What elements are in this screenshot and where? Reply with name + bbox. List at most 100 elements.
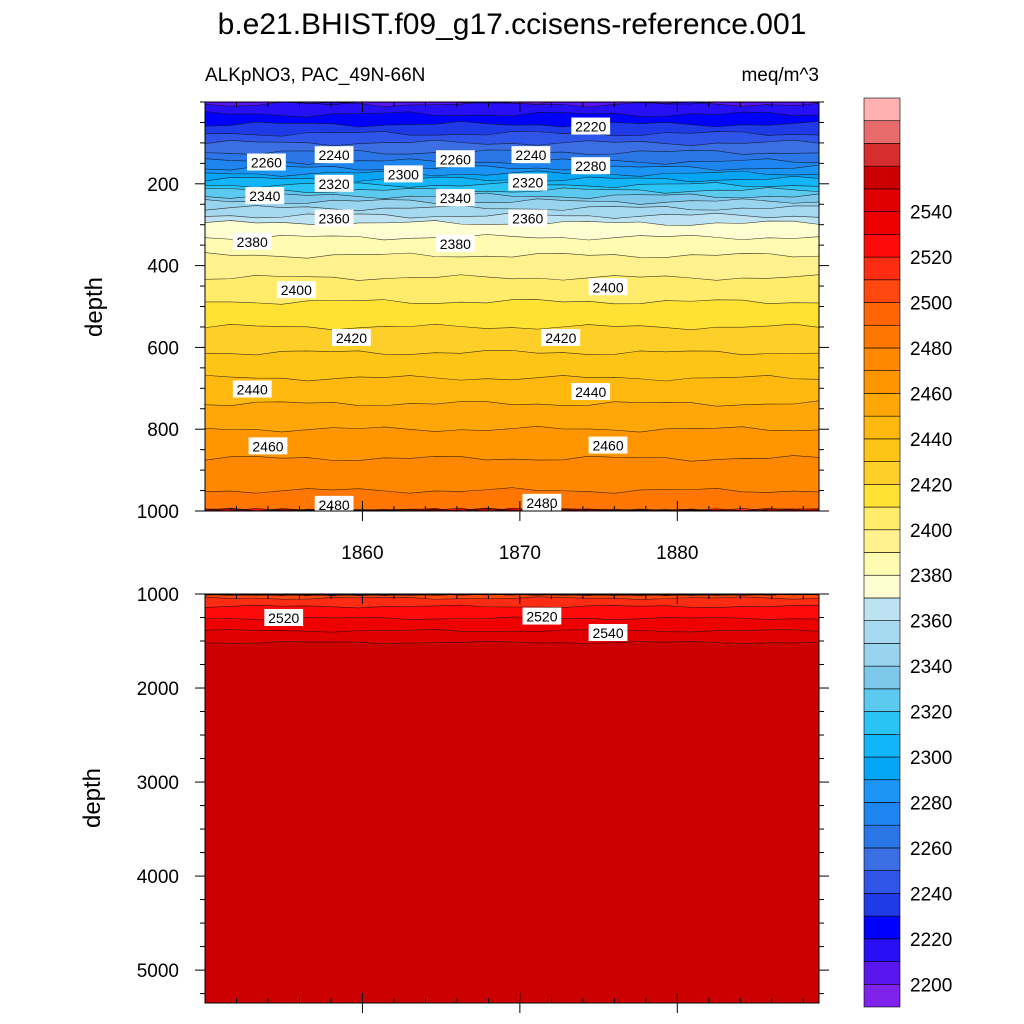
contour-label-box — [276, 281, 316, 299]
contour-label: 2380 — [232, 232, 272, 250]
contour-line — [205, 102, 819, 108]
x-tick-label: 1870 — [499, 543, 541, 564]
contour-label-text: 2440 — [237, 382, 268, 398]
contour-label-text: 2380 — [440, 236, 471, 252]
colorbar-swatch — [863, 120, 901, 144]
contour-label-box — [541, 328, 581, 346]
colorbar-swatch — [863, 574, 901, 599]
contour-label-box — [522, 607, 562, 625]
contour-line — [205, 426, 819, 433]
contour-label-text: 2240 — [319, 147, 350, 163]
contour-label: 2260 — [435, 150, 475, 168]
contour-label-box — [508, 209, 548, 227]
y-tick-label: 200 — [147, 175, 179, 196]
contour-label-box — [314, 174, 354, 192]
contour-line — [205, 400, 819, 407]
contour-label: 2480 — [522, 493, 562, 511]
colorbar-label: 2440 — [910, 430, 952, 451]
colorbar-label: 2520 — [910, 248, 952, 269]
contour-label-box — [245, 187, 285, 205]
y-tick-label: 600 — [147, 338, 179, 359]
units-label: meq/m^3 — [741, 65, 819, 86]
contour-line — [205, 350, 819, 356]
contour-line — [205, 274, 819, 281]
colorbar-swatch — [863, 165, 901, 190]
colorbar-label: 2320 — [910, 703, 952, 724]
lower-panel-frame — [204, 593, 820, 1004]
contour-band — [205, 629, 819, 644]
contour-label-text: 2280 — [575, 158, 606, 174]
contour-label-text: 2460 — [252, 438, 283, 454]
contour-label-box — [383, 165, 423, 183]
contour-line — [205, 139, 819, 147]
colorbar-swatch — [863, 143, 901, 167]
contour-label-box — [435, 150, 475, 168]
contour-band — [205, 187, 819, 199]
x-tick-label: 1860 — [341, 543, 383, 564]
y-tick-label: 2000 — [137, 679, 179, 700]
colorbar-label: 2300 — [910, 748, 952, 769]
contour-label: 2300 — [383, 165, 423, 183]
colorbar-swatch — [863, 347, 901, 372]
contour-label: 2460 — [248, 437, 288, 455]
contour-line — [205, 111, 819, 118]
contour-band — [205, 198, 819, 211]
contour-label-box — [588, 278, 628, 296]
colorbar-swatch — [863, 484, 901, 508]
colorbar-swatch — [863, 415, 901, 440]
contour-label-box — [571, 157, 611, 175]
contour-band — [205, 111, 819, 128]
contour-label-box — [232, 232, 272, 250]
contour-line — [205, 164, 819, 171]
colorbar-swatch — [863, 733, 901, 758]
colorbar-swatch — [863, 256, 901, 281]
colorbar-label: 2540 — [910, 203, 952, 224]
colorbar-swatch — [863, 597, 901, 621]
colorbar-swatch — [863, 324, 901, 349]
contour-line — [205, 640, 819, 645]
colorbar-swatch — [863, 302, 901, 326]
contour-label-box — [588, 436, 628, 454]
contour-label-text: 2380 — [237, 234, 268, 250]
contour-line — [264, 507, 819, 511]
contour-label-text: 2460 — [592, 438, 623, 454]
contour-label-text: 2420 — [545, 330, 576, 346]
contour-band — [205, 193, 819, 205]
y-tick-label: 5000 — [137, 961, 179, 982]
lower-ylabel: depth — [79, 768, 106, 828]
colorbar-label: 2340 — [910, 657, 952, 678]
contour-line — [205, 629, 819, 633]
contour-line — [205, 455, 819, 462]
contour-label-text: 2440 — [575, 384, 606, 400]
colorbar-swatch — [863, 961, 901, 985]
colorbar-label: 2360 — [910, 612, 952, 633]
contour-label: 2240 — [314, 146, 354, 164]
contour-label: 2480 — [314, 495, 354, 513]
contour-label-box — [314, 209, 354, 227]
colorbar-swatch — [863, 688, 901, 712]
colorbar-swatch — [863, 847, 901, 871]
y-tick-label: 1000 — [137, 502, 179, 523]
contour-label-text: 2480 — [526, 495, 557, 511]
contour-label-text: 2360 — [319, 211, 350, 227]
contour-label: 2440 — [571, 382, 611, 400]
contour-label-box — [332, 328, 371, 346]
colorbar-swatch — [863, 438, 901, 462]
y-tick-label: 1000 — [137, 585, 179, 606]
contour-label-box — [571, 382, 611, 400]
contour-line — [205, 204, 819, 212]
colorbar-swatch — [863, 711, 901, 735]
contour-label: 2320 — [314, 174, 354, 192]
y-tick-label: 400 — [147, 257, 179, 278]
colorbar-label: 2380 — [910, 566, 952, 587]
colorbar-label: 2420 — [910, 475, 952, 496]
upper-panel-contour-labels: 2220 2240 2240 2260 2260 2280 2300 2320 2320 2340… — [232, 117, 628, 513]
colorbar-swatch — [863, 552, 901, 576]
contour-band — [205, 455, 819, 494]
contour-label: 2280 — [571, 157, 611, 175]
colorbar-swatch — [863, 824, 901, 849]
colorbar-label: 2200 — [910, 975, 952, 996]
contour-label-text: 2220 — [575, 119, 606, 135]
colorbar-swatch — [863, 643, 901, 667]
colorbar-swatch — [863, 665, 901, 690]
